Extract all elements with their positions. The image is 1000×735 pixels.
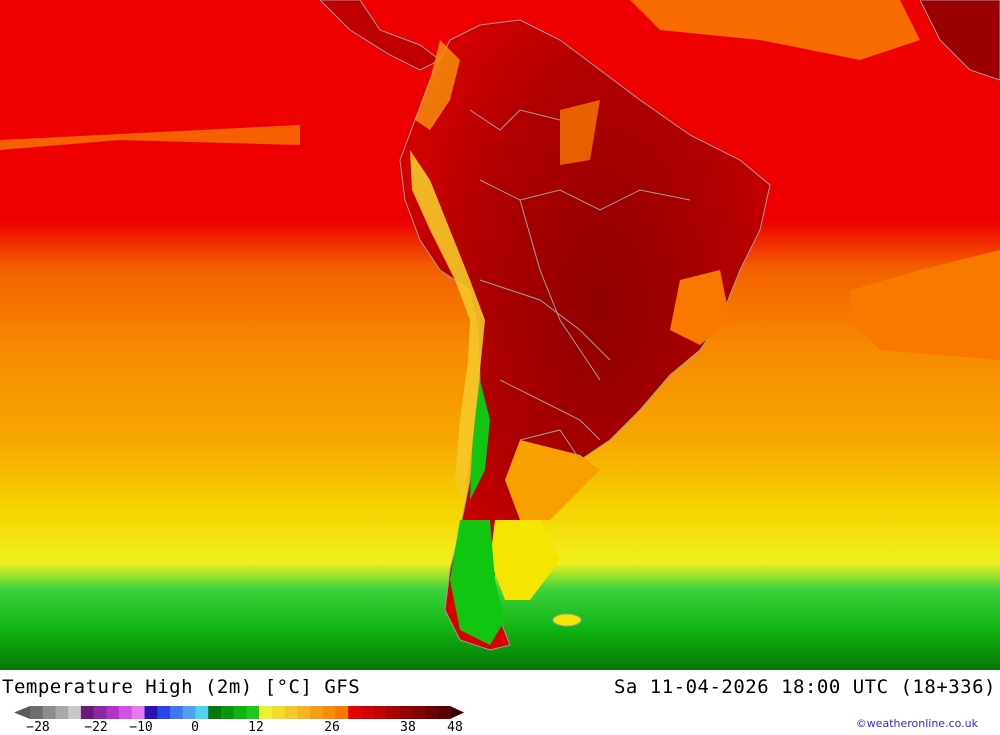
scale-swatch: [386, 706, 400, 719]
scale-swatch: [259, 706, 273, 719]
map-title: Temperature High (2m) [°C] GFS: [2, 676, 361, 698]
temperature-map: [0, 0, 1000, 670]
scale-label: 38: [400, 720, 416, 735]
scale-swatch: [106, 706, 120, 719]
scale-swatch: [195, 706, 209, 719]
scale-arrow-right: [450, 706, 464, 719]
scale-swatch: [42, 706, 56, 719]
scale-label: 26: [324, 720, 340, 735]
scale-swatch: [360, 706, 374, 719]
scale-swatch: [348, 706, 362, 719]
scale-label: 0: [191, 720, 199, 735]
scale-swatch: [310, 706, 324, 719]
scale-swatch: [55, 706, 69, 719]
scale-swatch: [30, 706, 44, 719]
scale-swatch: [284, 706, 298, 719]
credit-link[interactable]: ©weatheronline.co.uk: [855, 717, 978, 730]
scale-label: 48: [447, 720, 463, 735]
scale-swatch: [335, 706, 349, 719]
scale-label: −10: [129, 720, 153, 735]
andes-north: [415, 40, 460, 130]
scale-swatch: [131, 706, 145, 719]
color-scale: [14, 706, 464, 719]
scale-swatch: [93, 706, 107, 719]
scale-label: −22: [84, 720, 108, 735]
warm-band-west: [0, 125, 300, 150]
scale-swatch: [373, 706, 387, 719]
scale-swatch: [246, 706, 260, 719]
scale-swatch: [80, 706, 94, 719]
map-footer: Temperature High (2m) [°C] GFS Sa 11-04-…: [0, 670, 1000, 735]
brazil-coast-warm: [670, 270, 730, 345]
map-datetime: Sa 11-04-2026 18:00 UTC (18+336): [613, 676, 996, 698]
patagonia-green: [450, 520, 505, 645]
scale-swatch: [220, 706, 234, 719]
scale-swatch: [208, 706, 222, 719]
scale-label: −28: [26, 720, 50, 735]
scale-label: 12: [248, 720, 264, 735]
falkland-islands: [552, 613, 582, 627]
country-borders: [469, 109, 691, 461]
scale-swatch: [271, 706, 285, 719]
scale-swatch: [297, 706, 311, 719]
argentina-warm: [505, 440, 600, 520]
patagonia-yellow: [490, 520, 560, 600]
andes-green: [470, 380, 490, 500]
scale-swatch: [157, 706, 171, 719]
amazon-delta-warm: [560, 100, 600, 165]
warm-band-northeast: [630, 0, 920, 60]
scale-swatch: [144, 706, 158, 719]
scale-swatch: [233, 706, 247, 719]
scale-swatch: [399, 706, 413, 719]
scale-swatch: [68, 706, 82, 719]
scale-swatch: [170, 706, 184, 719]
africa-corner: [919, 0, 1000, 81]
scale-swatch: [182, 706, 196, 719]
scale-swatch: [411, 706, 425, 719]
warm-tongue-east: [850, 250, 1000, 360]
scale-swatch: [119, 706, 133, 719]
andes: [410, 150, 485, 500]
scale-swatch: [322, 706, 336, 719]
scale-swatch: [424, 706, 438, 719]
scale-swatch: [437, 706, 451, 719]
scale-arrow-left: [14, 706, 30, 719]
